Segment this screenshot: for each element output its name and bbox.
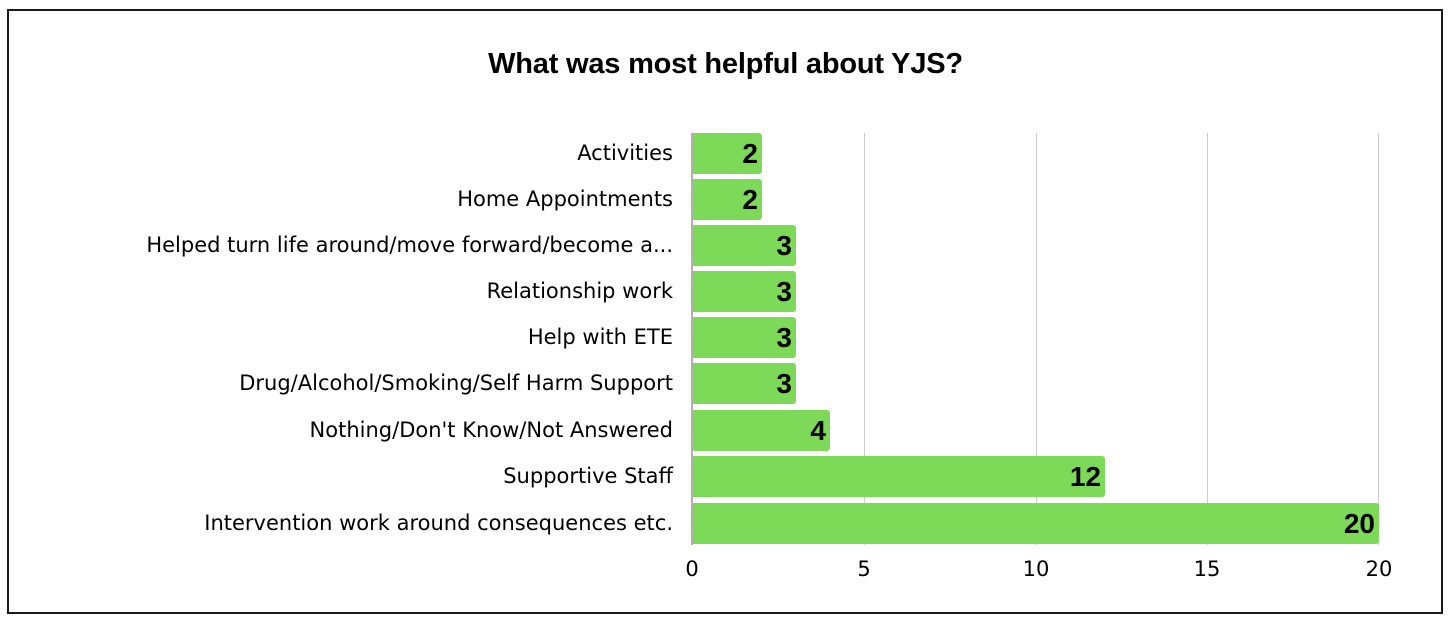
x-tick-label: 0 — [685, 557, 699, 581]
bar-value-label: 3 — [776, 368, 792, 399]
bar-value-label: 2 — [742, 138, 758, 169]
bar: 2 — [693, 133, 762, 174]
gridline-20 — [1378, 133, 1379, 545]
category-label: Nothing/Don't Know/Not Answered — [309, 418, 673, 442]
y-axis-line — [691, 133, 693, 545]
chart-title: What was most helpful about YJS? — [488, 48, 963, 80]
category-label: Supportive Staff — [503, 464, 673, 488]
bar: 3 — [693, 363, 796, 404]
bar: 3 — [693, 225, 796, 266]
category-label: Relationship work — [486, 279, 673, 303]
bar: 2 — [693, 179, 762, 220]
bar: 3 — [693, 317, 796, 358]
category-label: Activities — [577, 141, 673, 165]
category-label: Intervention work around consequences et… — [204, 511, 673, 535]
bar-value-label: 2 — [742, 184, 758, 215]
bar: 12 — [693, 456, 1105, 497]
gridline-15 — [1207, 133, 1208, 545]
bar-value-label: 3 — [776, 230, 792, 261]
bar: 4 — [693, 410, 830, 451]
x-tick-label: 10 — [1022, 557, 1050, 581]
gridline-10 — [1036, 133, 1037, 545]
bar-value-label: 3 — [776, 322, 792, 353]
bar-value-label: 3 — [776, 276, 792, 307]
category-label: Drug/Alcohol/Smoking/Self Harm Support — [239, 371, 673, 395]
category-label: Help with ETE — [527, 325, 673, 349]
bar-value-label: 20 — [1343, 508, 1375, 539]
category-label: Home Appointments — [457, 187, 673, 211]
bar: 20 — [693, 503, 1379, 544]
x-tick-label: 5 — [857, 557, 871, 581]
x-tick-label: 15 — [1193, 557, 1221, 581]
bar: 3 — [693, 271, 796, 312]
x-tick-label: 20 — [1365, 557, 1393, 581]
bar-value-label: 4 — [810, 415, 826, 446]
gridline-5 — [864, 133, 865, 545]
category-label: Helped turn life around/move forward/bec… — [146, 233, 673, 257]
bar-value-label: 12 — [1069, 461, 1101, 492]
